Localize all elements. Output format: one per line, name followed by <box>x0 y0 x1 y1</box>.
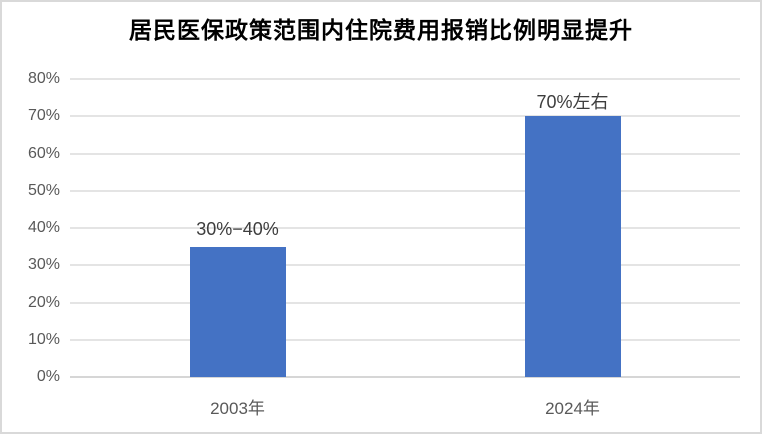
x-axis-category-label: 2024年 <box>545 399 600 418</box>
y-axis-tick-label: 50% <box>27 181 60 199</box>
bar-data-label: 30%−40% <box>196 218 279 239</box>
chart-title: 居民医保政策范围内住院费用报销比例明显提升 <box>129 17 633 43</box>
gridline <box>70 152 740 155</box>
gridline <box>70 338 740 341</box>
y-axis-tick-label: 60% <box>27 144 60 162</box>
y-axis-tick-label: 0% <box>36 368 60 385</box>
bar-data-label: 70%左右 <box>536 92 609 113</box>
bar-2024年 <box>524 116 621 377</box>
y-axis-tick-label: 20% <box>27 293 60 311</box>
y-axis-tick-label: 80% <box>27 70 60 87</box>
gridline <box>70 264 740 267</box>
y-axis-tick-label: 10% <box>27 330 60 348</box>
gridline <box>70 227 740 229</box>
y-axis-tick-label: 30% <box>27 256 60 274</box>
bar-2003年 <box>189 246 286 377</box>
gridline <box>70 78 740 80</box>
x-axis-category-label: 2003年 <box>210 399 265 418</box>
gridline <box>70 115 740 118</box>
y-axis-tick-label: 40% <box>27 219 60 236</box>
x-axis-line <box>70 376 740 378</box>
gridline <box>70 301 740 304</box>
y-axis-tick-label: 70% <box>27 107 60 125</box>
gridline <box>70 189 740 192</box>
